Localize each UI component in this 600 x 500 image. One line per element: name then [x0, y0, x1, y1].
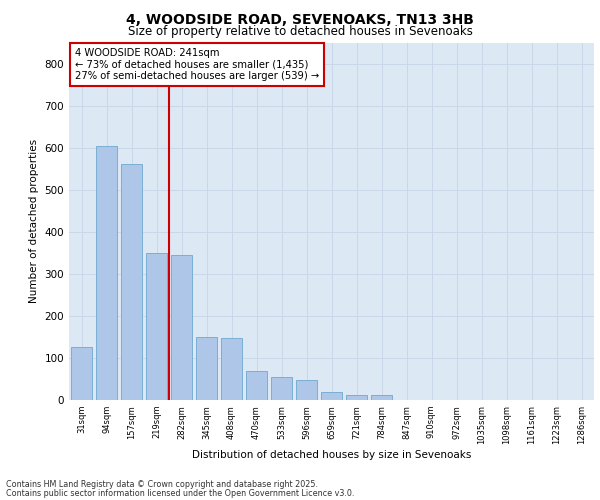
- Bar: [171, 255, 192, 400]
- Text: Contains HM Land Registry data © Crown copyright and database right 2025.: Contains HM Land Registry data © Crown c…: [6, 480, 318, 489]
- Bar: [121, 164, 142, 400]
- Bar: [346, 395, 367, 400]
- Text: Contains public sector information licensed under the Open Government Licence v3: Contains public sector information licen…: [6, 488, 355, 498]
- Bar: [71, 348, 92, 400]
- Text: Size of property relative to detached houses in Sevenoaks: Size of property relative to detached ho…: [128, 25, 472, 38]
- Bar: [96, 146, 117, 400]
- X-axis label: Distribution of detached houses by size in Sevenoaks: Distribution of detached houses by size …: [192, 450, 471, 460]
- Bar: [321, 392, 342, 400]
- Bar: [246, 370, 267, 400]
- Text: 4 WOODSIDE ROAD: 241sqm
← 73% of detached houses are smaller (1,435)
27% of semi: 4 WOODSIDE ROAD: 241sqm ← 73% of detache…: [74, 48, 319, 82]
- Bar: [371, 394, 392, 400]
- Bar: [296, 380, 317, 400]
- Bar: [146, 253, 167, 400]
- Text: 4, WOODSIDE ROAD, SEVENOAKS, TN13 3HB: 4, WOODSIDE ROAD, SEVENOAKS, TN13 3HB: [126, 12, 474, 26]
- Bar: [271, 377, 292, 400]
- Y-axis label: Number of detached properties: Number of detached properties: [29, 139, 39, 304]
- Bar: [196, 337, 217, 400]
- Bar: [221, 338, 242, 400]
